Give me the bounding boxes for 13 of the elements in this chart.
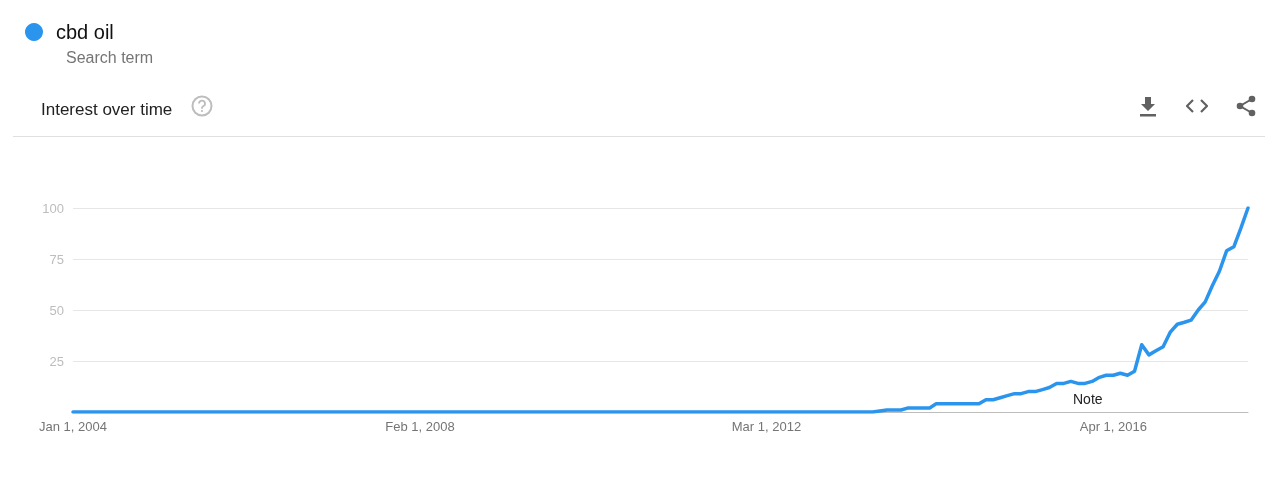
line-series — [71, 206, 1250, 414]
y-tick-label: 50 — [49, 302, 64, 318]
x-tick-label: Apr 1, 2016 — [1079, 419, 1147, 434]
y-tick-label: 25 — [49, 353, 64, 369]
legend-label: cbd oil — [56, 21, 114, 43]
y-tick-label: 100 — [42, 200, 64, 216]
x-tick-label: Feb 1, 2008 — [385, 419, 455, 434]
y-tick-label: 75 — [49, 251, 64, 267]
chart-title: Interest over time — [41, 100, 173, 119]
annotation: Note — [1073, 391, 1103, 407]
x-tick-label: Mar 1, 2012 — [731, 419, 802, 434]
x-tick-label: Jan 1, 2004 — [39, 419, 107, 434]
chart-subtitle: Search term — [66, 48, 154, 66]
